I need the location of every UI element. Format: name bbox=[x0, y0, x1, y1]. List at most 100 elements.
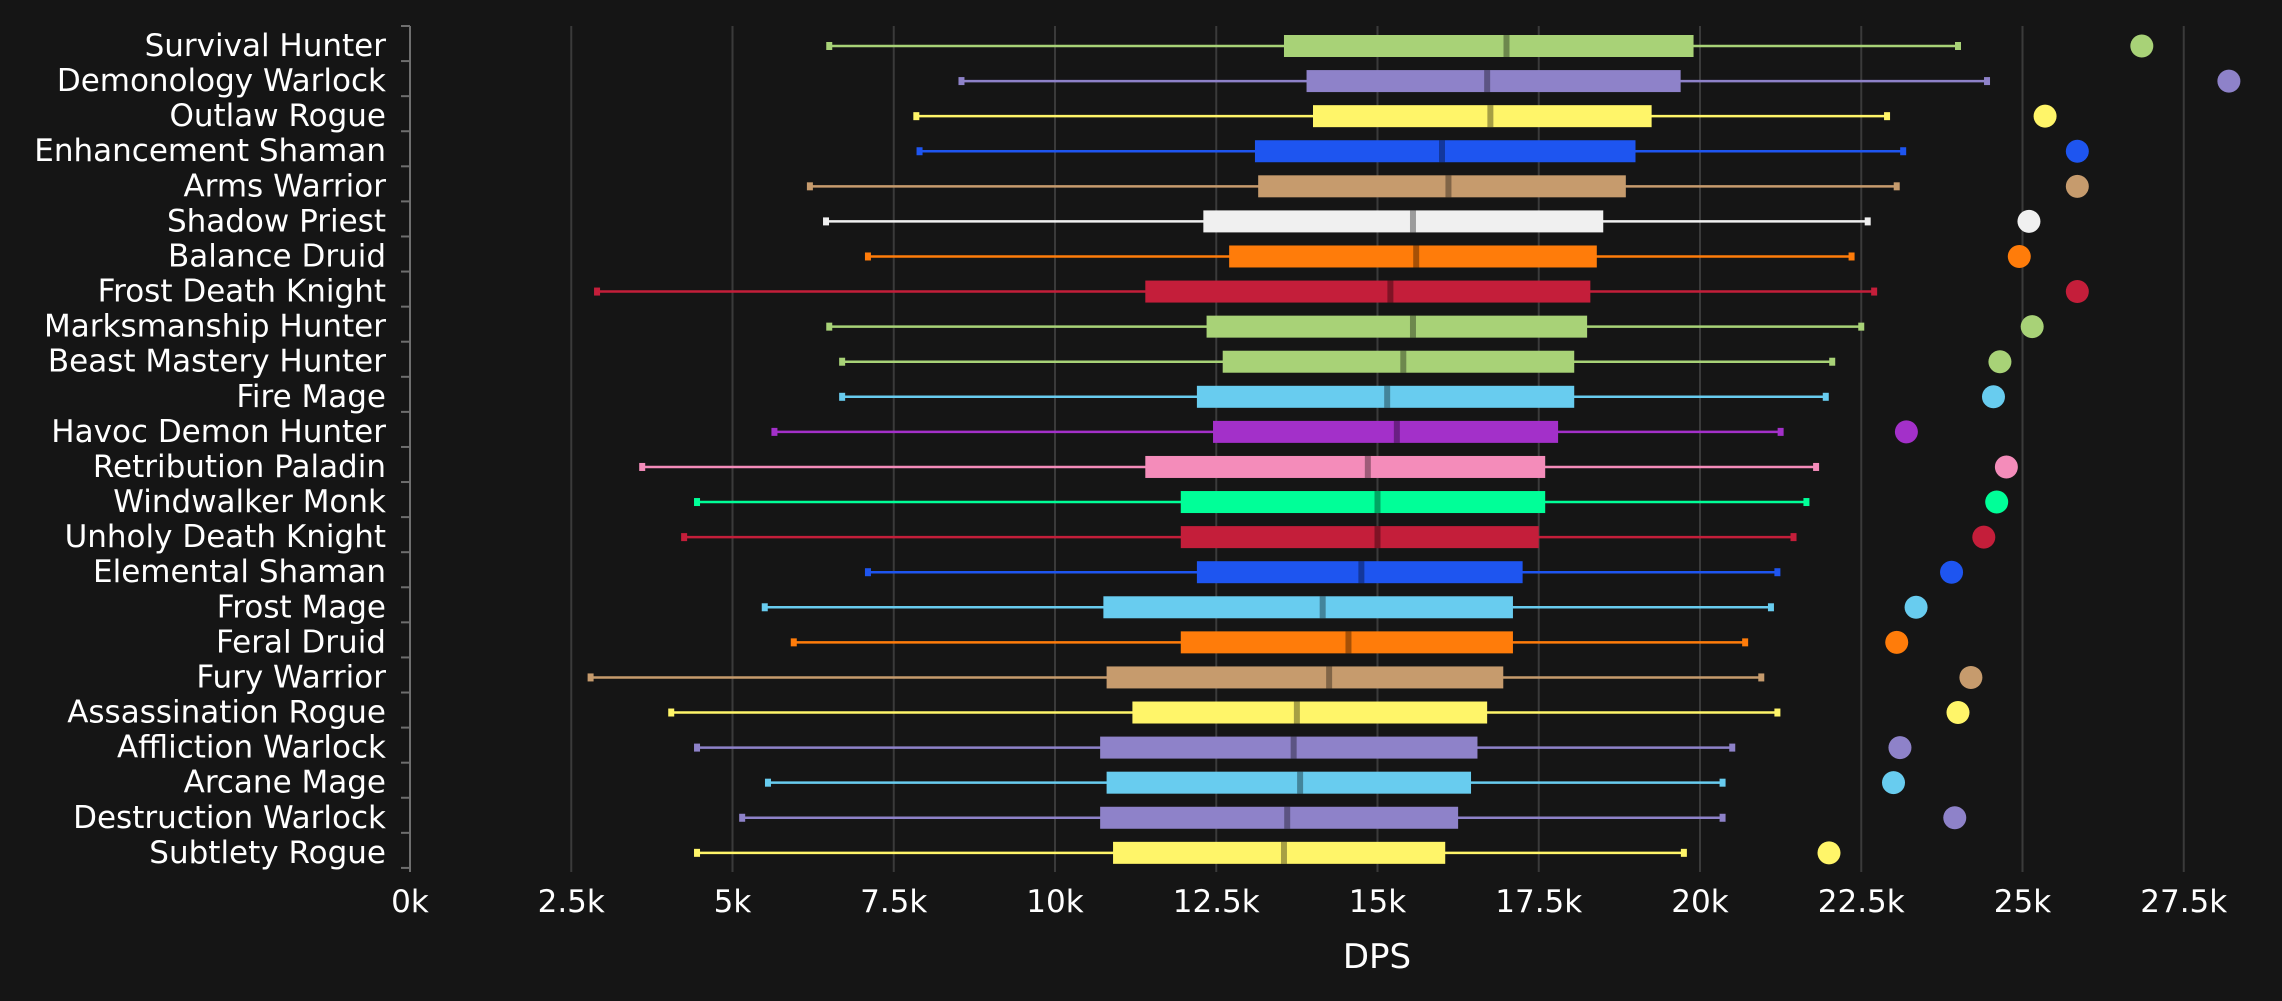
outlier-point bbox=[1994, 455, 2018, 479]
iqr-box bbox=[1145, 455, 1546, 478]
whisker-cap-min bbox=[694, 848, 701, 857]
x-axis-title: DPS bbox=[1343, 937, 1411, 977]
whisker-cap-max bbox=[1790, 533, 1797, 542]
outlier-point bbox=[1959, 665, 1983, 689]
iqr-box bbox=[1100, 806, 1459, 829]
category-label: Frost Mage bbox=[217, 589, 386, 625]
iqr-box bbox=[1258, 175, 1626, 198]
x-tick-label: 20k bbox=[1671, 884, 1728, 920]
iqr-box bbox=[1103, 596, 1513, 619]
whisker-cap-min bbox=[958, 77, 965, 86]
category-label: Havoc Demon Hunter bbox=[51, 414, 386, 450]
median-marker bbox=[1345, 631, 1352, 654]
category-label: Retribution Paladin bbox=[93, 449, 386, 485]
median-marker bbox=[1364, 455, 1371, 478]
whisker-cap-max bbox=[1813, 462, 1820, 471]
whisker-cap-max bbox=[1774, 568, 1781, 577]
outlier-point bbox=[1940, 560, 1964, 584]
iqr-box bbox=[1306, 70, 1681, 93]
whisker-cap-max bbox=[1955, 42, 1961, 50]
whisker-cap-max bbox=[1758, 673, 1765, 682]
iqr-box bbox=[1145, 280, 1591, 303]
x-tick-label: 25k bbox=[1994, 884, 2051, 920]
whisker-cap-min bbox=[913, 112, 920, 121]
median-marker bbox=[1409, 315, 1416, 338]
whisker-cap-max bbox=[1767, 603, 1774, 612]
whisker-cap-max bbox=[1742, 638, 1749, 647]
whisker-cap-min bbox=[668, 708, 675, 717]
whisker-cap-max bbox=[1848, 252, 1855, 261]
category-label: Balance Druid bbox=[168, 238, 386, 274]
iqr-box bbox=[1254, 140, 1636, 163]
x-tick-label: 27.5k bbox=[2140, 884, 2227, 920]
whisker-cap-min bbox=[864, 252, 871, 261]
iqr-box bbox=[1206, 315, 1588, 338]
whisker-cap-min bbox=[739, 813, 746, 822]
whisker-cap-max bbox=[1719, 778, 1726, 787]
iqr-box bbox=[1229, 245, 1597, 268]
whisker-cap-max bbox=[1858, 322, 1865, 331]
whisker-cap-min bbox=[864, 568, 871, 577]
median-marker bbox=[1445, 175, 1452, 198]
category-label: Assassination Rogue bbox=[67, 695, 386, 731]
category-label: Beast Mastery Hunter bbox=[48, 344, 386, 380]
whisker-cap-max bbox=[1729, 743, 1736, 752]
outlier-point bbox=[1882, 771, 1905, 795]
outlier-point bbox=[2065, 139, 2089, 163]
iqr-box bbox=[1196, 385, 1575, 408]
whisker-cap-min bbox=[639, 462, 646, 471]
whisker-cap-max bbox=[1774, 708, 1781, 717]
outlier-point bbox=[1885, 630, 1909, 654]
category-label: Elemental Shaman bbox=[93, 554, 386, 590]
category-label: Shadow Priest bbox=[167, 203, 386, 239]
outlier-points bbox=[1817, 34, 2241, 865]
median-marker bbox=[1319, 596, 1326, 619]
iqr-box bbox=[1180, 631, 1513, 654]
whisker-cap-min bbox=[826, 322, 833, 331]
category-label: Destruction Warlock bbox=[73, 800, 386, 836]
median-marker bbox=[1284, 806, 1291, 829]
whisker-cap-max bbox=[1900, 147, 1907, 156]
median-marker bbox=[1484, 70, 1491, 93]
category-label: Fury Warrior bbox=[196, 659, 386, 695]
median-marker bbox=[1503, 35, 1510, 57]
outlier-point bbox=[2007, 244, 2031, 268]
median-marker bbox=[1293, 701, 1300, 724]
category-label: Arms Warrior bbox=[183, 168, 386, 204]
whisker-cap-min bbox=[790, 638, 797, 647]
median-marker bbox=[1358, 561, 1365, 584]
iqr-box bbox=[1180, 491, 1546, 514]
y-axis bbox=[401, 25, 411, 872]
outlier-point bbox=[2217, 69, 2241, 93]
median-marker bbox=[1439, 140, 1445, 163]
outlier-point bbox=[1904, 595, 1928, 619]
outlier-point bbox=[1988, 350, 2012, 374]
whisker-cap-max bbox=[1984, 77, 1991, 86]
iqr-box bbox=[1113, 841, 1446, 864]
whisker-cap-min bbox=[839, 392, 846, 401]
whisker-cap-max bbox=[1719, 813, 1726, 822]
x-tick-label: 12.5k bbox=[1173, 884, 1260, 920]
median-marker bbox=[1297, 771, 1304, 794]
x-tick-label: 7.5k bbox=[860, 884, 927, 920]
iqr-box bbox=[1100, 736, 1478, 759]
category-label: Marksmanship Hunter bbox=[44, 309, 386, 345]
outlier-point bbox=[2020, 315, 2044, 339]
outlier-point bbox=[1985, 490, 2009, 514]
category-label: Affliction Warlock bbox=[117, 730, 386, 766]
box-series bbox=[587, 35, 1991, 864]
iqr-box bbox=[1196, 561, 1523, 584]
grid-layer bbox=[570, 26, 2185, 872]
outlier-point bbox=[1817, 841, 1841, 865]
outlier-point bbox=[1981, 385, 2005, 409]
category-label: Subtlety Rogue bbox=[149, 835, 386, 871]
whisker-cap-max bbox=[1829, 357, 1836, 366]
median-marker bbox=[1393, 420, 1400, 443]
median-marker bbox=[1387, 280, 1394, 303]
median-marker bbox=[1384, 385, 1391, 408]
x-tick-label: 22.5k bbox=[1818, 884, 1905, 920]
outlier-point bbox=[1943, 806, 1967, 830]
whisker-cap-min bbox=[916, 147, 923, 156]
whisker-cap-min bbox=[823, 217, 830, 226]
